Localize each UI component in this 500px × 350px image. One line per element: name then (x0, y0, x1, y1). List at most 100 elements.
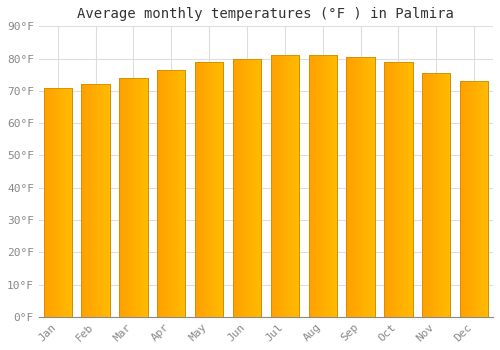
Bar (478, 81, 480, 317)
Bar (320, 55, 322, 317)
Bar (359, 57, 360, 317)
Bar (49, 88, 50, 317)
Bar (312, 55, 313, 317)
Bar (145, 78, 146, 317)
Bar (448, 73, 449, 317)
Bar (285, 55, 286, 317)
Bar (66, 88, 68, 317)
Bar (212, 62, 214, 317)
Bar (445, 73, 446, 317)
Bar (107, 84, 108, 317)
Bar (472, 81, 474, 317)
Bar (294, 55, 295, 317)
Bar (240, 58, 242, 317)
Bar (282, 55, 284, 317)
Bar (290, 55, 292, 317)
Bar (280, 55, 282, 317)
Bar (278, 55, 279, 317)
Bar (106, 84, 107, 317)
Bar (348, 57, 349, 317)
Bar (138, 78, 139, 317)
Bar (260, 58, 261, 317)
Bar (210, 62, 212, 317)
Bar (142, 78, 144, 317)
Bar (270, 55, 299, 317)
Bar (408, 62, 410, 317)
Bar (160, 70, 162, 317)
Bar (44, 88, 45, 317)
Bar (295, 55, 296, 317)
Bar (308, 55, 337, 317)
Bar (163, 70, 164, 317)
Bar (90, 84, 92, 317)
Bar (292, 55, 294, 317)
Bar (477, 81, 478, 317)
Bar (355, 57, 356, 317)
Bar (82, 84, 110, 317)
Bar (58, 88, 59, 317)
Bar (362, 57, 364, 317)
Bar (54, 88, 55, 317)
Bar (82, 84, 110, 317)
Bar (330, 55, 331, 317)
Bar (132, 78, 134, 317)
Bar (468, 81, 470, 317)
Bar (104, 84, 106, 317)
Title: Average monthly temperatures (°F ) in Palmira: Average monthly temperatures (°F ) in Pa… (78, 7, 454, 21)
Bar (354, 57, 355, 317)
Bar (177, 70, 178, 317)
Bar (284, 55, 285, 317)
Bar (364, 57, 365, 317)
Bar (119, 78, 148, 317)
Bar (388, 62, 390, 317)
Bar (327, 55, 328, 317)
Bar (157, 70, 186, 317)
Bar (387, 62, 388, 317)
Bar (45, 88, 46, 317)
Bar (360, 57, 362, 317)
Bar (200, 62, 202, 317)
Bar (369, 57, 370, 317)
Bar (199, 62, 200, 317)
Bar (205, 62, 206, 317)
Bar (424, 73, 425, 317)
Bar (254, 58, 256, 317)
Bar (178, 70, 180, 317)
Bar (464, 81, 466, 317)
Bar (202, 62, 203, 317)
Bar (195, 62, 196, 317)
Bar (86, 84, 87, 317)
Bar (44, 88, 72, 317)
Bar (438, 73, 439, 317)
Bar (429, 73, 430, 317)
Bar (430, 73, 432, 317)
Bar (128, 78, 129, 317)
Bar (233, 58, 261, 317)
Bar (480, 81, 481, 317)
Bar (440, 73, 442, 317)
Bar (422, 73, 450, 317)
Bar (482, 81, 484, 317)
Bar (446, 73, 448, 317)
Bar (166, 70, 167, 317)
Bar (481, 81, 482, 317)
Bar (100, 84, 102, 317)
Bar (181, 70, 182, 317)
Bar (136, 78, 138, 317)
Bar (236, 58, 237, 317)
Bar (390, 62, 392, 317)
Bar (195, 62, 224, 317)
Bar (442, 73, 444, 317)
Bar (70, 88, 72, 317)
Bar (195, 62, 224, 317)
Bar (180, 70, 181, 317)
Bar (406, 62, 407, 317)
Bar (244, 58, 246, 317)
Bar (140, 78, 142, 317)
Bar (286, 55, 288, 317)
Bar (460, 81, 488, 317)
Bar (394, 62, 396, 317)
Bar (349, 57, 350, 317)
Bar (83, 84, 84, 317)
Bar (314, 55, 316, 317)
